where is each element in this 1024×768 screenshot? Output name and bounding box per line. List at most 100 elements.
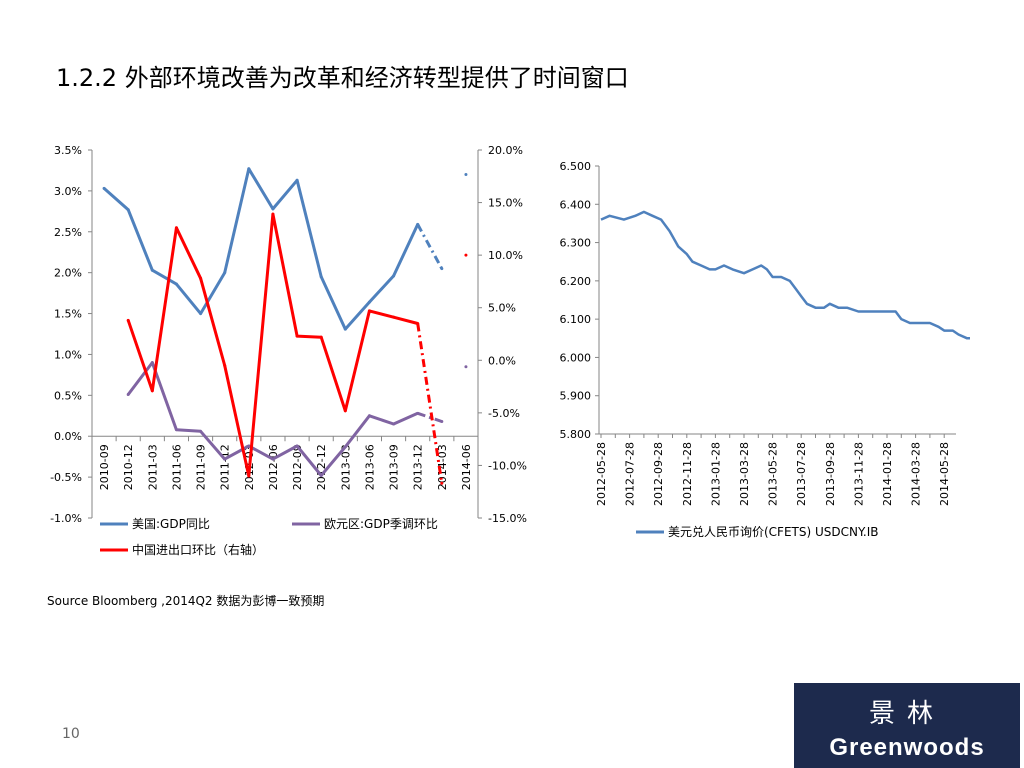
x-tick-label: 2013-09-28 [824, 442, 837, 506]
data-point [247, 474, 251, 478]
usdcny-chart: 6.500 6.400 6.300 6.200 6.100 6.000 5.900 5.800… [560, 160, 970, 539]
legend-label: 美国:GDP同比 [132, 517, 210, 531]
left-tick-label: 3.5% [54, 144, 82, 157]
left-tick-label: 0.0% [54, 430, 82, 443]
series-forecast-0 [416, 223, 444, 270]
x-tick-label: 2012-06 [267, 444, 280, 490]
data-point [295, 334, 299, 338]
right-tick-label: -10.0% [488, 459, 527, 472]
data-point [247, 444, 251, 448]
data-point [392, 274, 396, 278]
y-tick-label: 6.300 [560, 237, 592, 250]
logo-english-text: Greenwoods [829, 734, 985, 761]
data-point [343, 327, 347, 331]
x-tick-label: 2013-09 [388, 444, 401, 490]
legend-label: 中国进出口环比（右轴） [132, 542, 264, 557]
data-point [464, 173, 468, 177]
data-point [174, 428, 178, 432]
left-tick-label: -1.0% [50, 512, 82, 525]
x-tick-label: 2013-11-28 [852, 442, 865, 506]
left-tick-label: 3.0% [54, 185, 82, 198]
legend-label: 美元兑人民币询价(CFETS) USDCNY.IB [668, 525, 878, 539]
data-point [271, 212, 275, 216]
data-point [319, 335, 323, 339]
data-point [416, 411, 420, 415]
data-point [102, 186, 106, 190]
left-tick-label: 2.0% [54, 267, 82, 280]
x-tick-label: 2010-09 [98, 444, 111, 490]
left-tick-label: -0.5% [50, 471, 82, 484]
page-number: 10 [62, 726, 80, 742]
data-point [199, 276, 203, 280]
source-note: Source Bloomberg ,2014Q2 数据为彭博一致预期 [47, 594, 325, 608]
data-point [440, 267, 444, 271]
x-tick-label: 2012-05-28 [595, 442, 608, 506]
data-point [392, 422, 396, 426]
data-point [247, 167, 251, 171]
x-tick-label: 2013-05-28 [767, 442, 780, 506]
x-tick-label: 2012-11-28 [681, 442, 694, 506]
y-tick-label: 6.100 [560, 313, 592, 326]
data-point [126, 318, 130, 322]
data-point [367, 300, 371, 304]
logo-chinese-text: 景林 [868, 699, 945, 729]
right-tick-label: 15.0% [488, 197, 523, 210]
data-point [271, 207, 275, 211]
data-point [416, 321, 420, 325]
data-point [319, 473, 323, 477]
x-tick-label: 2011-06 [170, 444, 183, 490]
data-point [271, 457, 275, 461]
x-tick-label: 2014-06 [460, 444, 473, 490]
x-tick-label: 2013-03-28 [738, 442, 751, 506]
y-tick-label: 6.200 [560, 275, 592, 288]
data-point [464, 365, 468, 369]
data-point [223, 457, 227, 461]
right-tick-label: -15.0% [488, 512, 527, 525]
right-tick-label: 5.0% [488, 302, 516, 315]
data-point [126, 393, 130, 397]
data-point [199, 429, 203, 433]
x-tick-label: 2014-01-28 [881, 442, 894, 506]
right-tick-label: 10.0% [488, 249, 523, 262]
data-point [295, 178, 299, 182]
data-point [223, 364, 227, 368]
data-point [319, 275, 323, 279]
x-tick-label: 2013-03 [339, 444, 352, 490]
data-point [174, 226, 178, 230]
data-point [223, 271, 227, 275]
x-tick-label: 2014-03-28 [910, 442, 923, 506]
x-tick-label: 2010-12 [122, 444, 135, 490]
greenwoods-logo: 景林 Greenwoods [794, 683, 1020, 768]
data-point [150, 268, 154, 272]
data-point [367, 414, 371, 418]
data-point [150, 361, 154, 365]
x-tick-label: 2011-12 [219, 444, 232, 490]
right-tick-label: 20.0% [488, 144, 523, 157]
data-point [126, 208, 130, 212]
data-point [343, 409, 347, 413]
gdp-trade-chart: 3.5% 3.0% 2.5% 2.0% 1.5% 1.0% 0.5% 0.0% -0.5% -1.… [50, 144, 527, 557]
data-point [416, 222, 420, 226]
x-tick-label: 2012-12 [315, 444, 328, 490]
legend-label: 欧元区:GDP季调环比 [324, 517, 438, 531]
left-tick-label: 1.5% [54, 308, 82, 321]
x-tick-label: 2013-06 [363, 444, 376, 490]
series-forecast-1 [417, 411, 443, 423]
left-tick-label: 0.5% [54, 389, 82, 402]
x-tick-label: 2014-05-28 [938, 442, 951, 506]
x-tick-label: 2012-07-28 [624, 442, 637, 506]
right-tick-label: 0.0% [488, 354, 516, 367]
y-tick-label: 6.000 [560, 351, 592, 364]
page-title: 1.2.2 外部环境改善为改革和经济转型提供了时间窗口 [56, 64, 629, 92]
data-point [199, 312, 203, 316]
y-tick-label: 6.400 [560, 198, 592, 211]
x-tick-label: 2013-01-28 [709, 442, 722, 506]
series-line-0 [103, 167, 420, 331]
y-tick-label: 5.800 [560, 428, 592, 441]
data-point [464, 253, 468, 257]
y-tick-label: 6.500 [560, 160, 592, 173]
x-tick-label: 2011-03 [146, 444, 159, 490]
x-tick-label: 2013-12 [412, 444, 425, 490]
x-tick-label: 2013-07-28 [795, 442, 808, 506]
data-point [440, 420, 444, 424]
